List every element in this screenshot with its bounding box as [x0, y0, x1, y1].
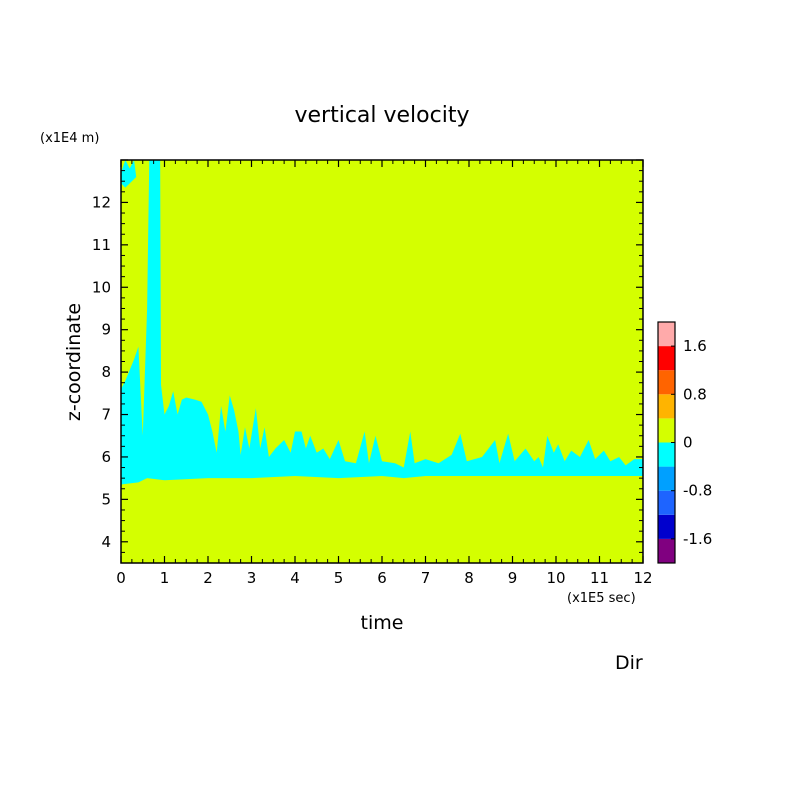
y-axis-unit-label: (x1E4 m): [40, 131, 99, 146]
y-tick-label: 12: [92, 193, 111, 211]
colorbar-label: -1.6: [683, 530, 712, 548]
y-axis-title: z-coordinate: [63, 303, 85, 421]
y-tick-label: 5: [101, 490, 111, 508]
y-tick-label: 8: [101, 363, 111, 381]
contour-fills: [121, 160, 643, 485]
colorbar-label: -0.8: [683, 482, 712, 500]
background-level-fill: [121, 160, 643, 563]
x-tick-label: 11: [590, 569, 609, 587]
colorbar-label: 0: [683, 434, 693, 452]
x-tick-label: 2: [203, 569, 213, 587]
x-tick-label: 3: [247, 569, 257, 587]
y-tick-label: 10: [92, 278, 111, 296]
colorbar-label: 0.8: [683, 385, 707, 403]
x-axis-title: time: [361, 612, 404, 634]
colorbar-segment: [658, 514, 675, 539]
x-tick-label: 0: [116, 569, 126, 587]
colorbar-segment: [658, 466, 675, 491]
y-tick-label: 6: [101, 448, 111, 466]
x-tick-label: 10: [546, 569, 565, 587]
x-tick-label: 8: [464, 569, 474, 587]
colorbar-segment: [658, 418, 675, 443]
colorbar-segment: [658, 490, 675, 515]
chart-title: vertical velocity: [294, 103, 469, 128]
negative-velocity-region: [121, 160, 643, 485]
negative-velocity-patch-0: [121, 160, 137, 188]
colorbar-segment: [658, 346, 675, 371]
y-tick-label: 7: [101, 406, 111, 424]
x-tick-label: 12: [633, 569, 652, 587]
y-tick-label: 4: [101, 533, 111, 551]
x-tick-label: 5: [334, 569, 344, 587]
colorbar-segment: [658, 442, 675, 467]
colorbar-segment: [658, 370, 675, 395]
y-tick-label: 11: [92, 236, 111, 254]
x-tick-label: 7: [421, 569, 431, 587]
dir-label: Dir: [615, 652, 643, 674]
colorbar-segment: [658, 538, 675, 563]
x-axis-unit-label: (x1E5 sec): [567, 591, 636, 606]
colorbar-segment: [658, 394, 675, 419]
x-tick-label: 1: [160, 569, 170, 587]
colorbar: 1.6 0.8 0 -0.8 -1.6: [657, 321, 712, 564]
colorbar-segment: [658, 322, 675, 347]
x-tick-label: 4: [290, 569, 300, 587]
x-tick-label: 9: [508, 569, 518, 587]
y-tick-label: 9: [101, 321, 111, 339]
colorbar-label: 1.6: [683, 337, 707, 355]
x-tick-label: 6: [377, 569, 387, 587]
